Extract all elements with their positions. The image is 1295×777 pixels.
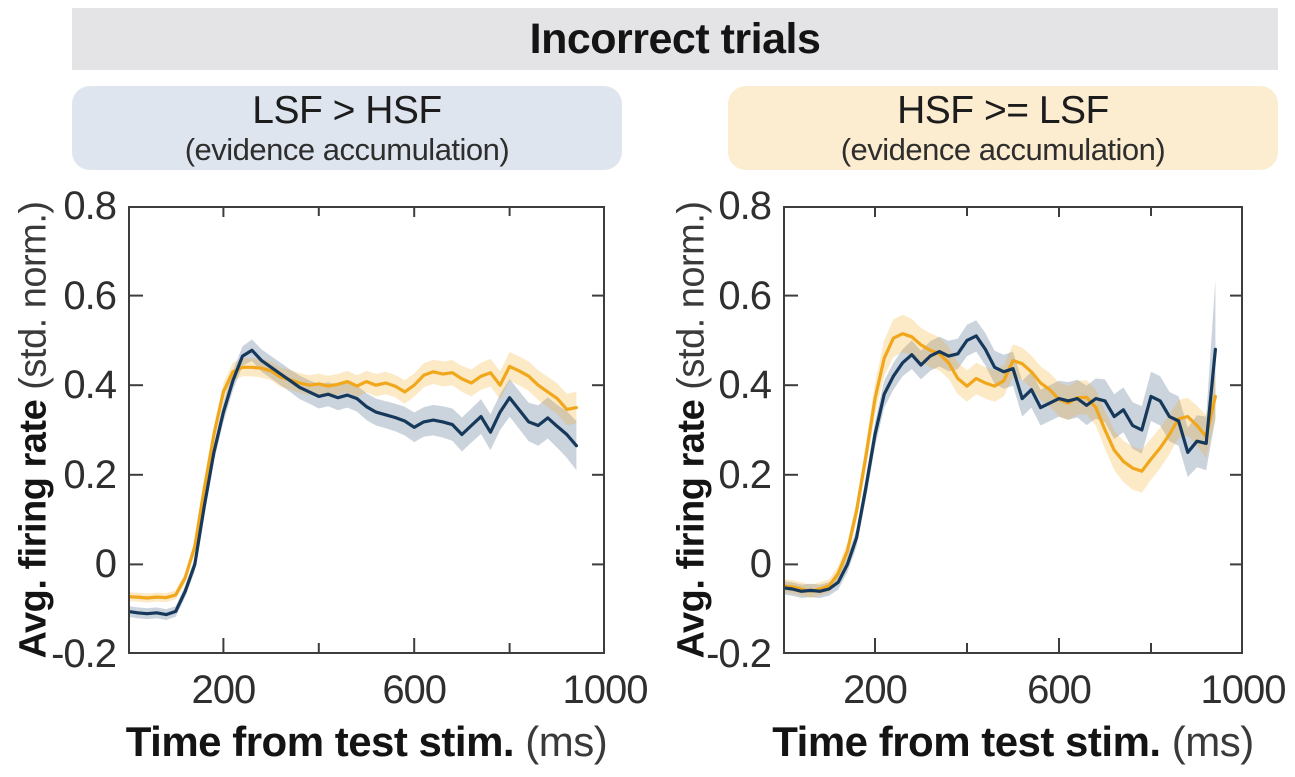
dark-navy-trace bbox=[128, 348, 578, 617]
axes-box bbox=[128, 206, 605, 654]
figure-title-band: Incorrect trials bbox=[72, 8, 1278, 70]
y-axis-label: Avg. firing rate (std. norm.) bbox=[13, 201, 56, 658]
y-tick-label: 0.6 bbox=[718, 273, 772, 318]
dark-navy-trace-band bbox=[783, 279, 1216, 598]
condition-label-hsf-ge-lsf: HSF >= LSF (evidence accumulation) bbox=[728, 86, 1278, 170]
dark-navy-trace-band bbox=[128, 339, 577, 620]
y-tick-label: 0.2 bbox=[63, 452, 117, 497]
x-tick-label: 1000 bbox=[562, 668, 649, 712]
condition-title: HSF >= LSF bbox=[897, 89, 1109, 132]
gold-trace bbox=[783, 332, 1217, 593]
x-axis-label: Time from test stim. (ms) bbox=[125, 718, 608, 766]
plot-area bbox=[128, 206, 605, 654]
y-axis-label-unit: (std. norm.) bbox=[12, 201, 55, 390]
condition-label-lsf-gt-hsf: LSF > HSF (evidence accumulation) bbox=[72, 86, 622, 170]
y-tick-label: 0.6 bbox=[63, 273, 117, 318]
condition-subtitle: (evidence accumulation) bbox=[840, 132, 1166, 167]
y-tick-label: -0.2 bbox=[706, 632, 772, 676]
plot-area bbox=[783, 206, 1243, 654]
x-tick-label: 200 bbox=[843, 668, 908, 712]
x-tick-label: 600 bbox=[1027, 668, 1092, 712]
gold-trace-band bbox=[783, 314, 1216, 598]
y-axis-label-main: Avg. firing rate bbox=[670, 389, 713, 659]
x-axis-label-main: Time from test stim. bbox=[125, 718, 515, 765]
x-axis-label-main: Time from test stim. bbox=[772, 718, 1161, 765]
x-axis-label-unit: (ms) bbox=[1160, 718, 1254, 765]
condition-subtitle: (evidence accumulation) bbox=[184, 132, 510, 167]
y-axis-label-unit: (std. norm.) bbox=[670, 201, 713, 390]
y-tick-label: -0.2 bbox=[51, 632, 117, 676]
y-tick-label: 0.2 bbox=[718, 452, 772, 497]
figure-title: Incorrect trials bbox=[529, 14, 821, 63]
gold-trace-band bbox=[128, 352, 577, 603]
axes-box bbox=[783, 206, 1243, 654]
y-tick-label: 0.4 bbox=[718, 363, 772, 408]
y-axis-label-main: Avg. firing rate bbox=[12, 389, 55, 659]
y-tick-label: 0 bbox=[94, 542, 117, 587]
y-tick-label: 0.8 bbox=[63, 184, 117, 228]
gold-trace bbox=[128, 364, 578, 600]
y-tick-label: 0 bbox=[749, 542, 772, 587]
condition-title: LSF > HSF bbox=[252, 89, 442, 132]
x-tick-label: 600 bbox=[382, 668, 447, 712]
y-tick-label: 0.8 bbox=[718, 184, 772, 228]
y-tick-label: 0.4 bbox=[63, 363, 117, 408]
x-axis-label: Time from test stim. (ms) bbox=[772, 718, 1254, 766]
x-axis-label-unit: (ms) bbox=[514, 718, 608, 765]
dark-navy-trace bbox=[783, 334, 1217, 593]
x-tick-label: 200 bbox=[191, 668, 257, 712]
x-tick-label: 1000 bbox=[1200, 668, 1287, 712]
y-axis-label: Avg. firing rate (std. norm.) bbox=[671, 201, 714, 658]
